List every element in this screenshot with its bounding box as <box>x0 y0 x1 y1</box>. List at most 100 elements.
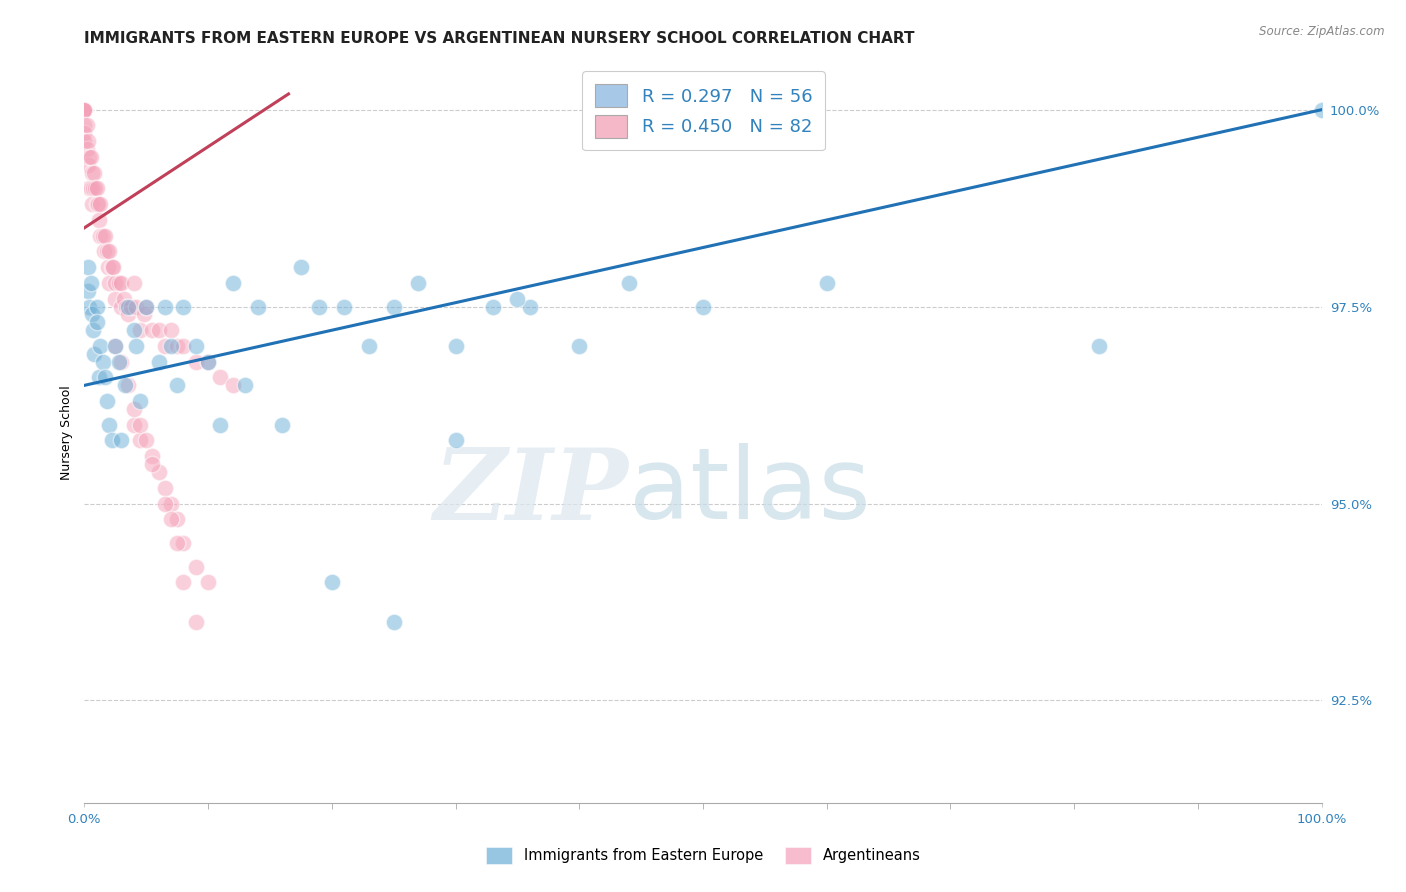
Point <box>80 166 103 180</box>
Point <box>129 394 152 409</box>
Point <box>197 355 219 369</box>
Point <box>110 434 132 448</box>
Point <box>382 615 405 629</box>
Point <box>77 260 100 275</box>
Point <box>96 244 118 259</box>
Point <box>184 339 207 353</box>
Point <box>172 536 194 550</box>
Point <box>79 150 101 164</box>
Point <box>96 394 118 409</box>
Point <box>73 119 96 133</box>
Point <box>114 378 136 392</box>
Point <box>333 300 356 314</box>
Point <box>166 378 188 392</box>
Point <box>141 457 163 471</box>
Point <box>1088 339 1111 353</box>
Point <box>135 300 157 314</box>
Point <box>93 244 115 259</box>
Point <box>89 339 111 353</box>
Point <box>132 308 155 322</box>
Point <box>209 417 232 432</box>
Point <box>87 197 110 211</box>
Legend: Immigrants from Eastern Europe, Argentineans: Immigrants from Eastern Europe, Argentin… <box>479 841 927 870</box>
Point <box>77 158 100 172</box>
Point <box>79 300 101 314</box>
Point <box>83 347 105 361</box>
Point <box>382 300 405 314</box>
Point <box>184 355 207 369</box>
Point <box>77 284 100 298</box>
Point <box>101 260 124 275</box>
Text: ZIP: ZIP <box>434 443 628 540</box>
Point <box>122 276 145 290</box>
Point <box>153 481 176 495</box>
Point <box>184 615 207 629</box>
Point <box>83 166 105 180</box>
Point <box>148 465 170 479</box>
Point <box>73 126 96 140</box>
Point <box>86 197 108 211</box>
Point <box>82 323 104 337</box>
Point <box>184 559 207 574</box>
Point <box>91 355 114 369</box>
Point <box>141 449 163 463</box>
Point <box>308 300 330 314</box>
Point <box>100 434 122 448</box>
Point <box>104 339 127 353</box>
Text: atlas: atlas <box>628 443 870 541</box>
Point <box>98 276 121 290</box>
Point <box>73 103 96 117</box>
Point <box>117 300 139 314</box>
Point <box>125 339 148 353</box>
Point <box>444 339 467 353</box>
Point <box>104 276 127 290</box>
Point <box>160 323 183 337</box>
Point <box>444 434 467 448</box>
Point <box>122 402 145 417</box>
Point <box>104 292 127 306</box>
Point <box>110 276 132 290</box>
Point <box>357 339 380 353</box>
Point <box>115 300 138 314</box>
Point <box>76 119 98 133</box>
Point <box>125 300 148 314</box>
Point <box>153 300 176 314</box>
Point <box>73 103 96 117</box>
Point <box>86 315 108 329</box>
Point <box>290 260 312 275</box>
Point <box>1310 103 1333 117</box>
Point <box>117 308 139 322</box>
Point <box>73 103 96 117</box>
Point <box>617 276 640 290</box>
Point <box>222 276 245 290</box>
Point <box>100 260 122 275</box>
Point <box>197 355 219 369</box>
Point <box>120 300 142 314</box>
Text: Source: ZipAtlas.com: Source: ZipAtlas.com <box>1260 25 1385 38</box>
Point <box>122 417 145 432</box>
Point <box>271 417 294 432</box>
Point <box>141 323 163 337</box>
Point <box>108 355 131 369</box>
Point <box>108 276 131 290</box>
Point <box>481 300 503 314</box>
Point <box>80 197 103 211</box>
Point <box>172 575 194 590</box>
Point <box>110 300 132 314</box>
Point <box>80 308 103 322</box>
Point <box>98 417 121 432</box>
Point <box>246 300 269 314</box>
Point <box>519 300 541 314</box>
Point <box>222 378 245 392</box>
Point <box>160 512 183 526</box>
Point <box>408 276 430 290</box>
Point <box>110 355 132 369</box>
Point <box>91 228 114 243</box>
Point <box>73 103 96 117</box>
Point <box>172 339 194 353</box>
Point <box>86 300 108 314</box>
Point <box>153 339 176 353</box>
Point <box>77 134 100 148</box>
Point <box>97 260 120 275</box>
Point <box>148 355 170 369</box>
